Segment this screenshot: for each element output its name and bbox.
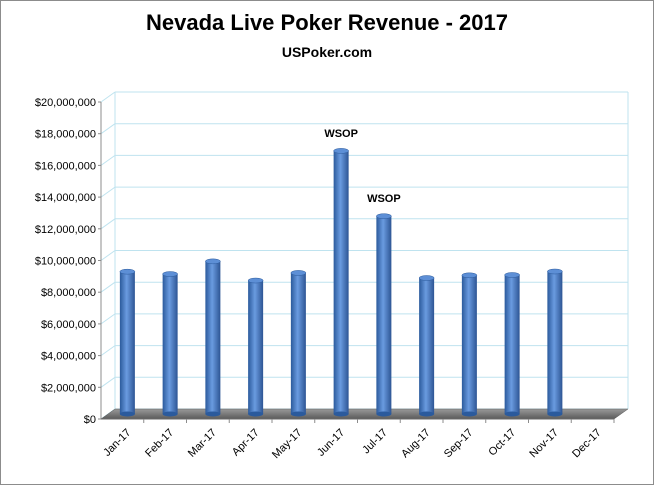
x-tick-label: Apr-17 bbox=[230, 427, 262, 459]
bar-top bbox=[376, 213, 392, 219]
gridline-depth bbox=[100, 376, 116, 388]
x-tick-label: Feb-17 bbox=[143, 427, 176, 460]
gridline-depth bbox=[100, 91, 116, 103]
bar bbox=[376, 213, 392, 417]
annotation-label: WSOP bbox=[324, 128, 358, 140]
y-tick-label: $16,000,000 bbox=[35, 160, 96, 172]
bar-body bbox=[248, 280, 264, 414]
bar-base bbox=[461, 411, 477, 417]
bar bbox=[547, 268, 563, 417]
bar-top bbox=[461, 272, 478, 279]
bar-body bbox=[547, 271, 563, 414]
y-tick-label: $0 bbox=[84, 414, 96, 426]
bar-layer bbox=[119, 148, 563, 417]
bar bbox=[162, 271, 178, 417]
x-axis-ticks: Jan-17 Feb-17 Mar-17 Apr-17 May-17 Jun-17 Jul-… bbox=[101, 419, 615, 461]
bar-base bbox=[162, 411, 178, 417]
y-tick-label: $8,000,000 bbox=[41, 287, 96, 299]
annotation-label: WSOP bbox=[367, 193, 401, 205]
bar-top bbox=[418, 275, 435, 281]
bar bbox=[418, 275, 435, 417]
bar bbox=[504, 272, 520, 417]
annotation-layer: WSOP WSOP bbox=[324, 128, 400, 205]
bar-base bbox=[376, 411, 392, 417]
y-tick-label: $12,000,000 bbox=[35, 224, 96, 236]
bar-top bbox=[333, 148, 349, 154]
bar bbox=[205, 258, 221, 417]
bar-base bbox=[547, 411, 563, 417]
bar-top bbox=[119, 268, 136, 275]
bar-top bbox=[247, 277, 264, 284]
gridline-depth bbox=[100, 186, 116, 198]
x-tick-label: Nov-17 bbox=[527, 427, 561, 461]
bar-top bbox=[504, 272, 520, 278]
gridline-depth bbox=[100, 250, 116, 261]
chart-subtitle: USPoker.com bbox=[281, 44, 373, 60]
y-tick-label: $10,000,000 bbox=[35, 256, 96, 268]
bar-body bbox=[290, 272, 306, 414]
bar-base bbox=[333, 411, 349, 417]
x-tick-label: Mar-17 bbox=[186, 427, 219, 460]
gridline-depth bbox=[100, 281, 116, 293]
y-tick-label: $18,000,000 bbox=[35, 129, 96, 141]
bar-body bbox=[162, 274, 178, 414]
bar bbox=[333, 148, 349, 417]
bar bbox=[119, 268, 136, 417]
bar-body bbox=[461, 275, 477, 414]
x-tick-label: Jan-17 bbox=[101, 427, 133, 459]
bar-base bbox=[419, 411, 435, 417]
y-axis-ticks: $0 $2,000,000 $4,000,000 $6,000,000 $8,000,0… bbox=[35, 97, 101, 426]
gridline-depth bbox=[100, 313, 116, 325]
y-tick-label: $4,000,000 bbox=[41, 351, 96, 363]
chart-title: Nevada Live Poker Revenue - 2017 bbox=[146, 10, 508, 35]
bar bbox=[247, 277, 264, 417]
bar-top bbox=[547, 268, 563, 275]
bar bbox=[461, 272, 478, 417]
bar-base bbox=[119, 411, 135, 417]
bar-base bbox=[248, 411, 264, 417]
y-tick-label: $20,000,000 bbox=[35, 97, 96, 109]
grid-layer bbox=[100, 91, 629, 420]
bar-top bbox=[290, 270, 307, 276]
bar-body bbox=[205, 261, 221, 414]
bar-top bbox=[205, 258, 221, 265]
x-tick-label: May-17 bbox=[270, 427, 304, 461]
gridline-depth bbox=[100, 218, 116, 230]
bar-body bbox=[504, 274, 520, 414]
x-tick-label: Dec-17 bbox=[570, 427, 604, 461]
x-tick-label: Sep-17 bbox=[442, 427, 476, 461]
x-tick-label: Jun-17 bbox=[315, 427, 347, 459]
x-tick-label: Oct-17 bbox=[486, 427, 518, 459]
bar-base bbox=[205, 411, 221, 417]
gridline-depth bbox=[100, 345, 116, 357]
bar-body bbox=[419, 278, 435, 414]
gridline-depth bbox=[100, 123, 116, 135]
y-tick-label: $2,000,000 bbox=[41, 382, 96, 394]
bar bbox=[290, 270, 307, 417]
bar-body bbox=[333, 150, 349, 414]
bar-body bbox=[119, 271, 135, 414]
x-tick-label: Jul-17 bbox=[360, 427, 390, 457]
y-tick-label: $14,000,000 bbox=[35, 192, 96, 204]
y-tick-label: $6,000,000 bbox=[41, 319, 96, 331]
x-tick-label: Aug-17 bbox=[399, 427, 433, 461]
bar-body bbox=[376, 216, 392, 414]
bar-base bbox=[504, 411, 520, 417]
bar-base bbox=[290, 411, 306, 417]
gridline-depth bbox=[100, 154, 116, 166]
bar-top bbox=[162, 271, 178, 277]
